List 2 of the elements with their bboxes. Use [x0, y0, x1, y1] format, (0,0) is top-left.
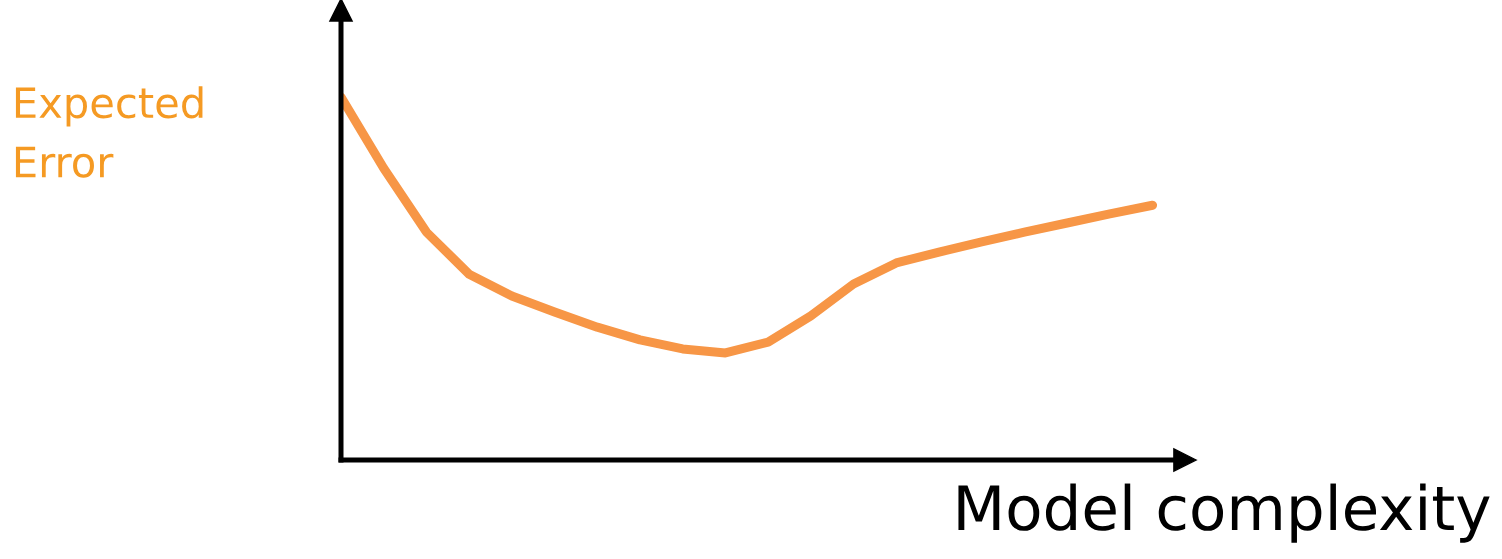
y-axis-title: Expected Error: [15, 86, 203, 178]
x-axis-title: Model complexity: [958, 483, 1490, 543]
